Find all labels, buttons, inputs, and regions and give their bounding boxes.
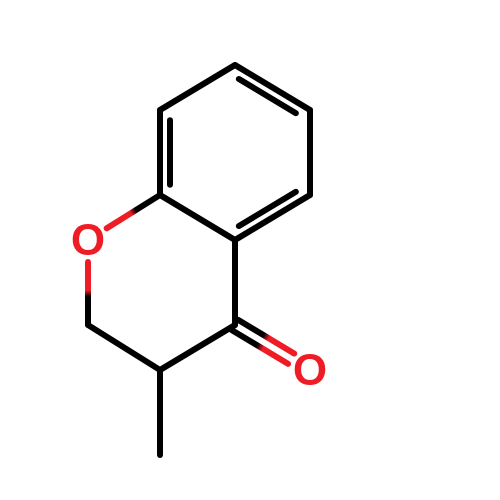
chemical-structure-diagram: OO [0, 0, 500, 500]
bond [235, 65, 310, 110]
bond [235, 195, 310, 240]
bond [160, 65, 235, 110]
bond [88, 325, 160, 370]
atom-O: O [293, 346, 327, 395]
bond [107, 195, 160, 228]
bond [160, 195, 235, 240]
bond [160, 325, 235, 370]
atom-O: O [71, 216, 105, 265]
